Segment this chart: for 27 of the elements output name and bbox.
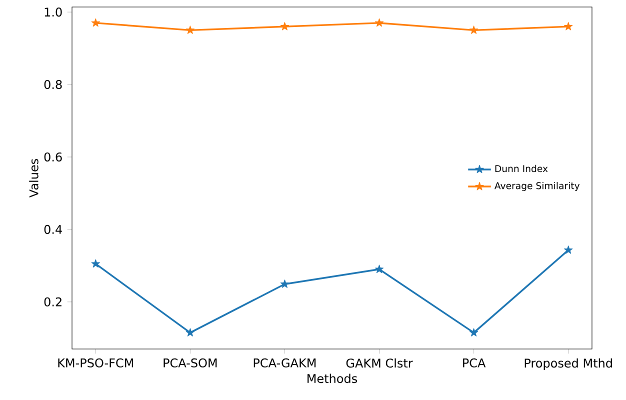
x-tick-label: PCA	[463, 358, 486, 368]
point	[280, 22, 290, 30]
x-tick-label: Proposed Mthd	[524, 358, 612, 370]
x-tick-label: PCA-GAKM	[254, 358, 316, 368]
point	[469, 328, 478, 336]
y-tick-label: 0.2	[44, 297, 62, 306]
point	[469, 26, 478, 34]
legend-label: Average Similarity	[494, 182, 580, 192]
point	[374, 264, 384, 274]
point	[91, 259, 100, 268]
y-tick-label: 0.6	[44, 152, 62, 162]
x-tick-label: PCA-SOM	[164, 358, 217, 368]
point	[564, 22, 573, 30]
x-tick-label: GAKM Clstr	[346, 358, 413, 368]
y-axis-title: Values	[29, 158, 38, 198]
y-tick-label: 0.8	[44, 80, 62, 90]
legend-label: Dunn Index	[495, 164, 548, 172]
point	[186, 26, 195, 34]
point	[91, 18, 100, 27]
x-axis-title: Methods	[308, 374, 358, 384]
point	[280, 280, 290, 288]
point	[186, 328, 195, 336]
point	[374, 18, 384, 27]
y-tick-label: 0.4	[44, 224, 62, 234]
point	[564, 246, 573, 254]
y-tick-label: 1.0	[44, 8, 62, 17]
x-tick-label: KM-PSO-FCM	[58, 358, 134, 368]
